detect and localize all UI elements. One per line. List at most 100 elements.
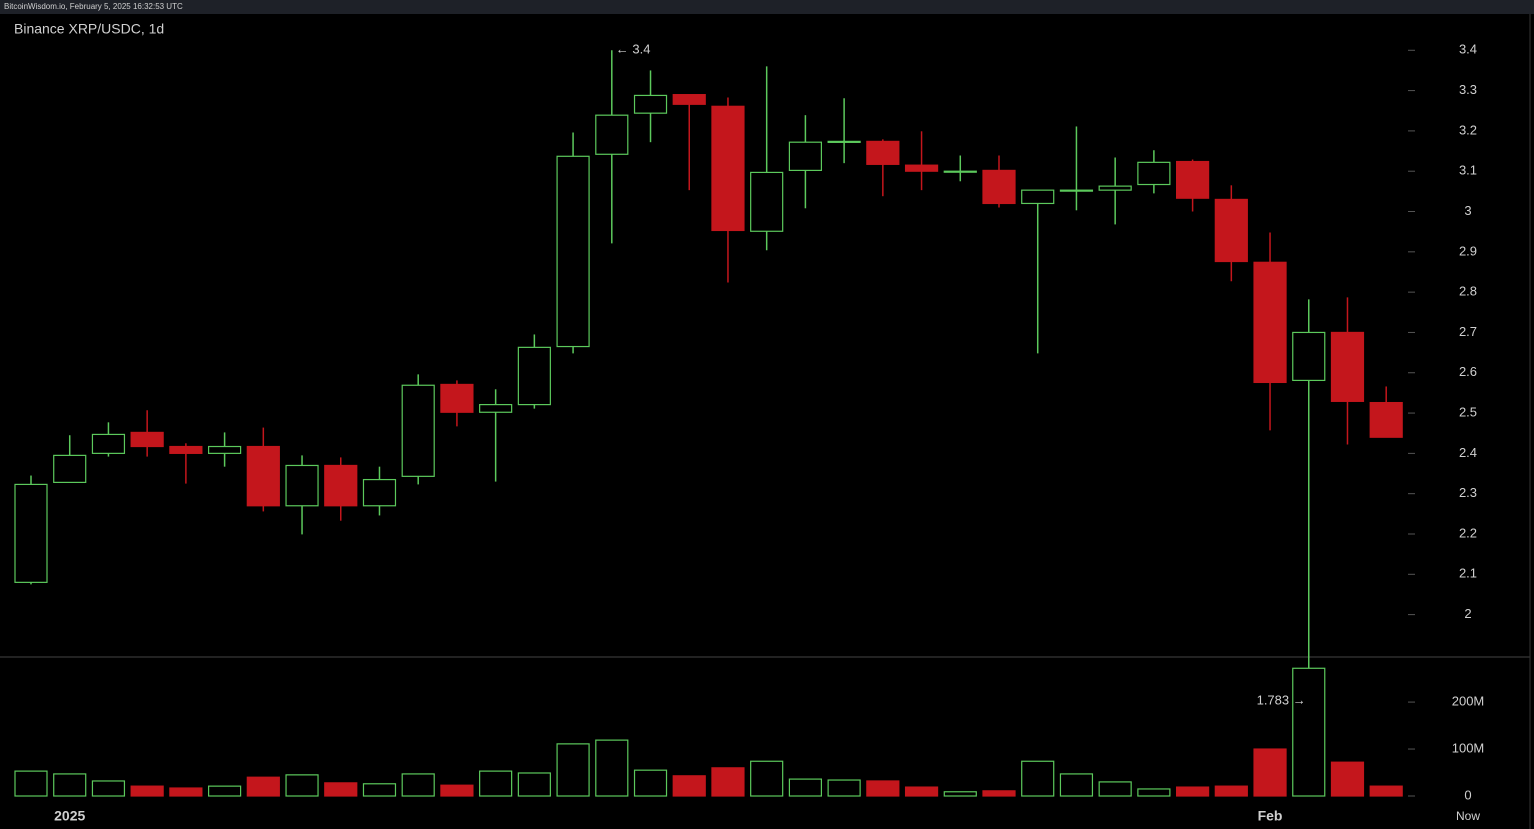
- candle-body: [169, 445, 203, 454]
- volume-bar: [324, 782, 358, 797]
- volume-bar: [943, 791, 977, 797]
- candle-body: [208, 445, 242, 454]
- candle-body: [711, 105, 745, 232]
- volume-bar: [285, 774, 319, 797]
- candle-body: [1021, 189, 1055, 205]
- volume-bar: [517, 772, 551, 797]
- candle-body: [1137, 161, 1171, 186]
- y-tick-label: 2.9: [1459, 243, 1477, 258]
- volume-bar: [1214, 785, 1248, 797]
- candle-body: [1253, 261, 1287, 384]
- y-tick-label: 3.1: [1459, 163, 1477, 178]
- y-tick-label: 3.2: [1459, 122, 1477, 137]
- volume-bar: [14, 770, 48, 797]
- volume-bar: [91, 780, 126, 797]
- header-bar: [0, 0, 1534, 14]
- x-tick-label: 2025: [54, 808, 85, 824]
- candle-body: [1175, 160, 1210, 199]
- candle-body: [401, 384, 435, 477]
- candle-body: [91, 433, 126, 454]
- volume-bar: [711, 767, 745, 797]
- volume-bar: [1253, 748, 1287, 797]
- volume-bar: [595, 739, 629, 797]
- volume-bar: [246, 776, 280, 797]
- candle-body: [556, 155, 590, 348]
- volume-bar: [1292, 667, 1326, 797]
- x-tick-label: Feb: [1258, 808, 1283, 824]
- y-tick-label: 3.3: [1459, 82, 1477, 97]
- candle-body: [285, 464, 319, 507]
- volume-bar: [866, 780, 900, 797]
- volume-bar: [633, 769, 668, 797]
- volume-bar: [208, 785, 242, 797]
- candle-body: [1059, 189, 1094, 192]
- header-text: BitcoinWisdom.io, February 5, 2025 16:32…: [4, 2, 183, 11]
- candle-body: [324, 464, 358, 507]
- candle-body: [362, 478, 397, 507]
- y-tick-label: 2.7: [1459, 324, 1477, 339]
- candle-body: [904, 164, 939, 172]
- candle-body: [788, 141, 823, 171]
- candle-body: [827, 140, 861, 143]
- candle-body: [1369, 401, 1403, 438]
- volume-bar: [904, 786, 939, 797]
- y-tick-label: 2.6: [1459, 364, 1477, 379]
- y-tick-label: 3: [1464, 203, 1471, 218]
- volume-tick-label: 200M: [1452, 694, 1485, 709]
- candle-body: [750, 171, 784, 232]
- candle-body: [479, 403, 513, 413]
- candle-body: [1214, 198, 1248, 263]
- volume-bar: [1021, 760, 1055, 797]
- candle-body: [633, 94, 668, 114]
- high-annotation: ← 3.4: [616, 42, 651, 57]
- volume-tick-label: 0: [1464, 787, 1471, 802]
- volume-bar: [1098, 781, 1132, 797]
- candle-body: [1098, 185, 1132, 191]
- volume-bar: [53, 773, 87, 797]
- volume-bar: [1175, 786, 1210, 797]
- volume-bar: [1369, 785, 1403, 797]
- candle-body: [14, 483, 48, 583]
- candle-body: [672, 94, 706, 105]
- volume-bar: [750, 760, 784, 797]
- y-tick-label: 2: [1464, 606, 1471, 621]
- candle-body: [440, 383, 474, 413]
- volume-bar: [1137, 788, 1171, 797]
- candle-body: [1292, 331, 1326, 382]
- chart-title: Binance XRP/USDC, 1d: [14, 21, 164, 37]
- y-tick-label: 2.3: [1459, 485, 1477, 500]
- volume-bar: [479, 770, 513, 797]
- volume-bar: [982, 790, 1016, 797]
- volume-bar: [1059, 773, 1094, 797]
- candle-body: [982, 169, 1016, 205]
- y-tick-label: 3.4: [1459, 42, 1477, 57]
- candle-body: [246, 445, 280, 507]
- volume-bar: [440, 784, 474, 797]
- volume-bar: [672, 775, 706, 797]
- volume-tick-label: 100M: [1452, 740, 1485, 755]
- y-tick-label: 2.2: [1459, 525, 1477, 540]
- candle-body: [130, 431, 164, 448]
- y-tick-label: 2.4: [1459, 445, 1477, 460]
- volume-bar: [401, 773, 435, 797]
- volume-bar: [827, 779, 861, 797]
- low-annotation: 1.783 →: [1257, 692, 1306, 707]
- y-tick-label: 2.8: [1459, 284, 1477, 299]
- candle-body: [53, 454, 87, 483]
- volume-bar: [130, 785, 164, 797]
- volume-bar: [362, 783, 397, 797]
- y-tick-label: 2.1: [1459, 566, 1477, 581]
- candle-body: [866, 140, 900, 165]
- volume-bar: [556, 743, 590, 797]
- now-label: Now: [1456, 809, 1480, 823]
- candle-body: [943, 170, 977, 173]
- volume-bar: [169, 787, 203, 797]
- volume-bar: [788, 778, 823, 797]
- candle-body: [517, 346, 551, 406]
- volume-bar: [1330, 761, 1365, 797]
- candle-body: [1330, 331, 1365, 402]
- candle-body: [595, 114, 629, 155]
- y-tick-label: 2.5: [1459, 404, 1477, 419]
